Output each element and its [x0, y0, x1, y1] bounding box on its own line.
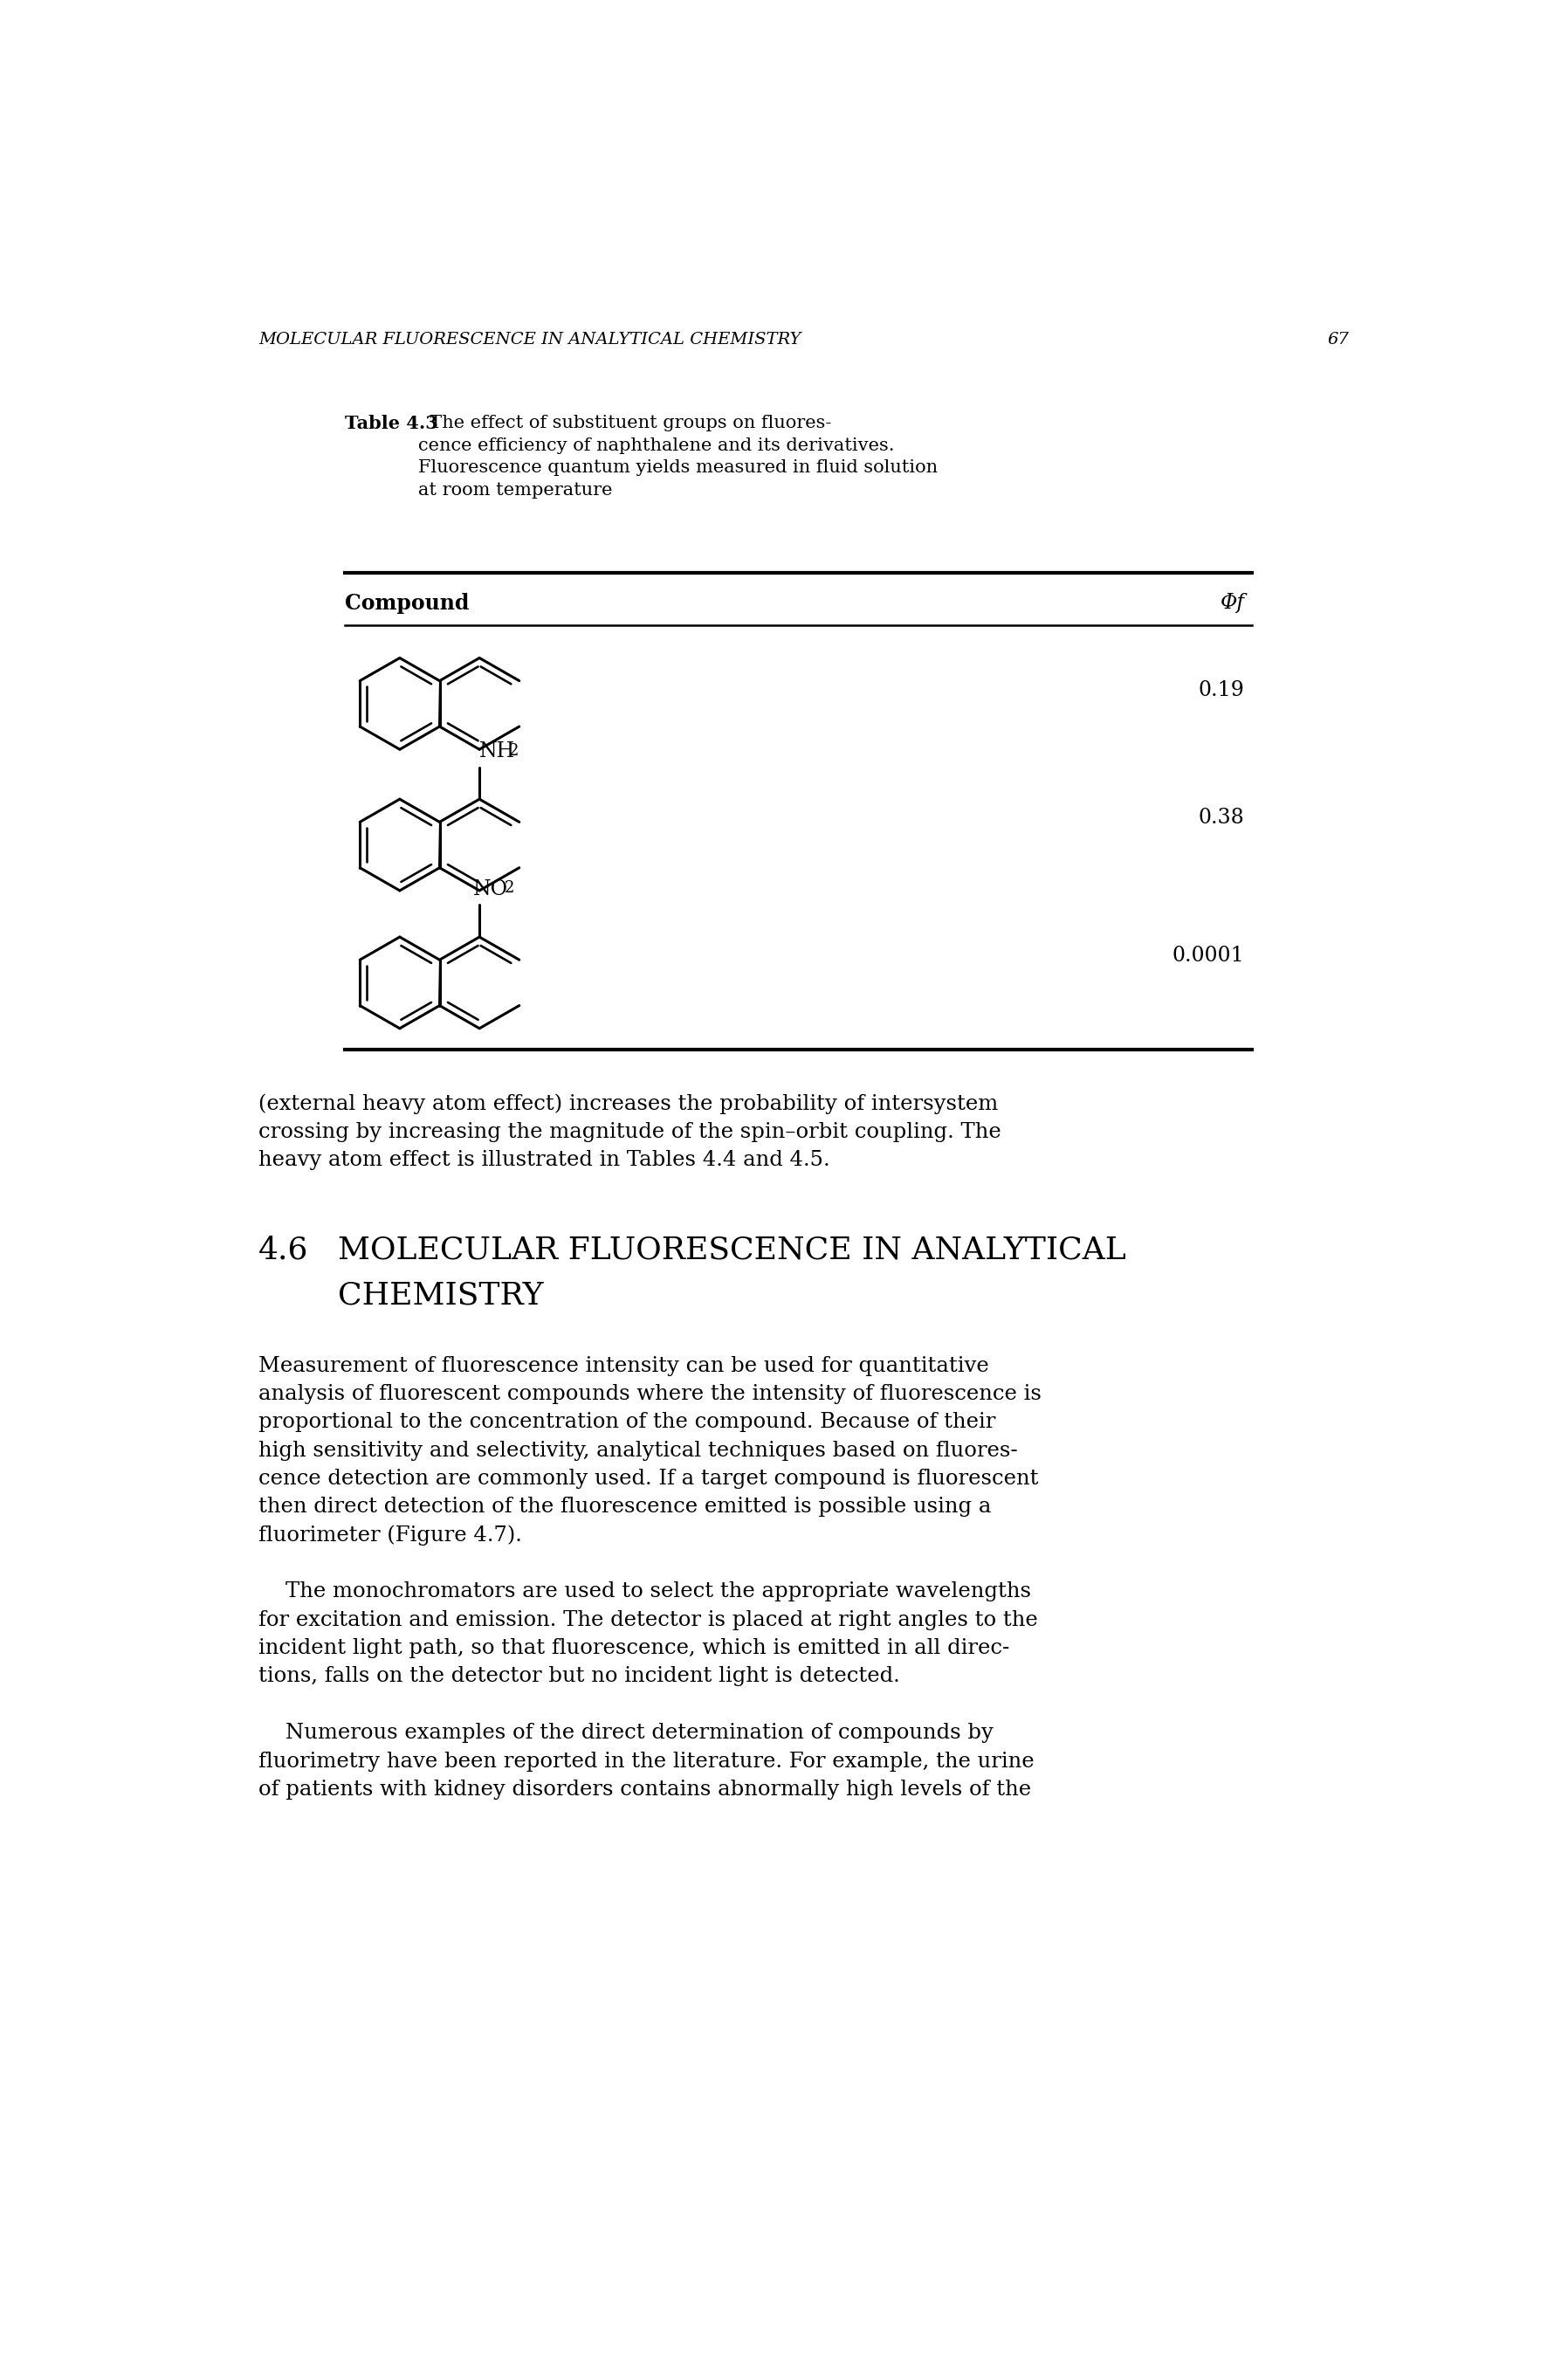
- Text: The monochromators are used to select the appropriate wavelengths: The monochromators are used to select th…: [259, 1583, 1030, 1601]
- Text: crossing by increasing the magnitude of the spin–orbit coupling. The: crossing by increasing the magnitude of …: [259, 1122, 1000, 1141]
- Text: incident light path, so that fluorescence, which is emitted in all direc-: incident light path, so that fluorescenc…: [259, 1639, 1010, 1658]
- Text: The effect of substituent groups on fluores-
cence efficiency of naphthalene and: The effect of substituent groups on fluo…: [419, 416, 938, 498]
- Text: 0.38: 0.38: [1198, 808, 1245, 829]
- Text: Measurement of fluorescence intensity can be used for quantitative: Measurement of fluorescence intensity ca…: [259, 1356, 989, 1377]
- Text: fluorimeter (Figure 4.7).: fluorimeter (Figure 4.7).: [259, 1526, 522, 1545]
- Text: heavy atom effect is illustrated in Tables 4.4 and 4.5.: heavy atom effect is illustrated in Tabl…: [259, 1150, 829, 1169]
- Text: NH: NH: [480, 742, 516, 763]
- Text: high sensitivity and selectivity, analytical techniques based on fluores-: high sensitivity and selectivity, analyt…: [259, 1441, 1018, 1460]
- Text: then direct detection of the fluorescence emitted is possible using a: then direct detection of the fluorescenc…: [259, 1498, 991, 1516]
- Text: 0.0001: 0.0001: [1173, 945, 1245, 966]
- Text: NO: NO: [472, 879, 508, 900]
- Text: Φf: Φf: [1220, 593, 1245, 612]
- Text: MOLECULAR FLUORESCENCE IN ANALYTICAL: MOLECULAR FLUORESCENCE IN ANALYTICAL: [339, 1235, 1126, 1264]
- Text: 0.19: 0.19: [1198, 680, 1245, 699]
- Text: of patients with kidney disorders contains abnormally high levels of the: of patients with kidney disorders contai…: [259, 1779, 1032, 1800]
- Text: for excitation and emission. The detector is placed at right angles to the: for excitation and emission. The detecto…: [259, 1611, 1038, 1630]
- Text: Numerous examples of the direct determination of compounds by: Numerous examples of the direct determin…: [259, 1722, 993, 1743]
- Text: Table 4.3: Table 4.3: [345, 416, 437, 432]
- Text: cence detection are commonly used. If a target compound is fluorescent: cence detection are commonly used. If a …: [259, 1469, 1038, 1488]
- Text: tions, falls on the detector but no incident light is detected.: tions, falls on the detector but no inci…: [259, 1668, 900, 1686]
- Text: proportional to the concentration of the compound. Because of their: proportional to the concentration of the…: [259, 1412, 996, 1431]
- Text: analysis of fluorescent compounds where the intensity of fluorescence is: analysis of fluorescent compounds where …: [259, 1384, 1041, 1403]
- Text: Compound: Compound: [345, 593, 469, 614]
- Text: 4.6: 4.6: [259, 1235, 309, 1264]
- Text: 2: 2: [508, 742, 519, 758]
- Text: 67: 67: [1328, 331, 1348, 347]
- Text: 2: 2: [505, 881, 514, 895]
- Text: CHEMISTRY: CHEMISTRY: [339, 1280, 544, 1311]
- Text: fluorimetry have been reported in the literature. For example, the urine: fluorimetry have been reported in the li…: [259, 1750, 1033, 1772]
- Text: (external heavy atom effect) increases the probability of intersystem: (external heavy atom effect) increases t…: [259, 1094, 997, 1115]
- Text: MOLECULAR FLUORESCENCE IN ANALYTICAL CHEMISTRY: MOLECULAR FLUORESCENCE IN ANALYTICAL CHE…: [259, 331, 801, 347]
